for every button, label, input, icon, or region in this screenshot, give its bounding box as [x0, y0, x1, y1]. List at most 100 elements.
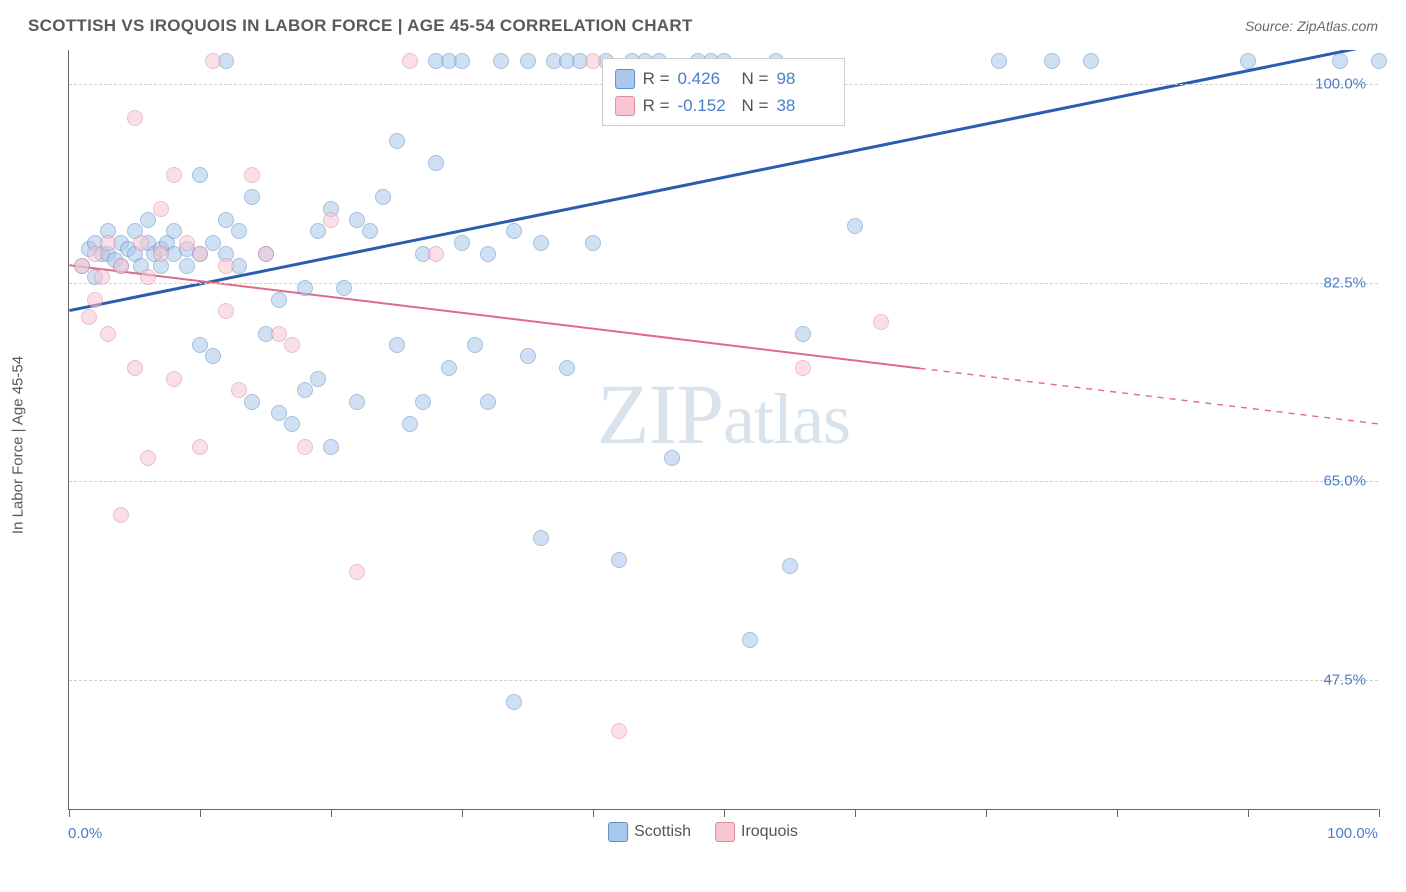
data-point — [795, 360, 811, 376]
data-point — [205, 348, 221, 364]
plot-area: ZIPatlas 47.5%65.0%82.5%100.0%R =0.426N … — [68, 50, 1378, 810]
data-point — [559, 360, 575, 376]
r-value: -0.152 — [678, 92, 734, 119]
y-tick-label: 65.0% — [1323, 473, 1366, 490]
n-value: 38 — [776, 92, 832, 119]
trend-lines-layer — [69, 50, 1378, 809]
data-point — [192, 337, 208, 353]
data-point — [81, 309, 97, 325]
x-tick — [1248, 809, 1249, 817]
data-point — [310, 223, 326, 239]
data-point — [297, 439, 313, 455]
legend-item: Scottish — [608, 822, 691, 842]
x-tick — [462, 809, 463, 817]
data-point — [113, 258, 129, 274]
chart-source: Source: ZipAtlas.com — [1245, 18, 1378, 34]
x-tick — [593, 809, 594, 817]
legend-label: Iroquois — [741, 823, 798, 840]
data-point — [585, 53, 601, 69]
data-point — [179, 235, 195, 251]
data-point — [271, 292, 287, 308]
data-point — [349, 212, 365, 228]
data-point — [140, 212, 156, 228]
data-point — [271, 405, 287, 421]
n-label: N = — [742, 65, 769, 92]
data-point — [664, 450, 680, 466]
data-point — [389, 337, 405, 353]
data-point — [100, 235, 116, 251]
data-point — [533, 235, 549, 251]
y-tick-label: 82.5% — [1323, 274, 1366, 291]
data-point — [402, 53, 418, 69]
data-point — [244, 167, 260, 183]
data-point — [218, 303, 234, 319]
trend-line-extrapolated — [920, 368, 1378, 424]
gridline — [69, 680, 1378, 681]
data-point — [467, 337, 483, 353]
data-point — [74, 258, 90, 274]
r-label: R = — [643, 65, 670, 92]
data-point — [100, 326, 116, 342]
x-tick — [724, 809, 725, 817]
series-legend: Scottish Iroquois — [608, 822, 798, 842]
data-point — [402, 416, 418, 432]
data-point — [585, 235, 601, 251]
data-point — [493, 53, 509, 69]
n-label: N = — [742, 92, 769, 119]
data-point — [166, 167, 182, 183]
data-point — [166, 371, 182, 387]
data-point — [1371, 53, 1387, 69]
data-point — [480, 394, 496, 410]
data-point — [284, 416, 300, 432]
data-point — [271, 326, 287, 342]
x-tick — [200, 809, 201, 817]
data-point — [179, 258, 195, 274]
data-point — [480, 246, 496, 262]
data-point — [454, 53, 470, 69]
y-axis-label: In Labor Force | Age 45-54 — [10, 356, 27, 534]
data-point — [218, 212, 234, 228]
data-point — [533, 530, 549, 546]
data-point — [127, 110, 143, 126]
data-point — [140, 450, 156, 466]
chart-header: SCOTTISH VS IROQUOIS IN LABOR FORCE | AG… — [0, 0, 1406, 44]
chart-title: SCOTTISH VS IROQUOIS IN LABOR FORCE | AG… — [28, 16, 693, 36]
data-point — [192, 167, 208, 183]
data-point — [454, 235, 470, 251]
legend-swatch — [715, 822, 735, 842]
data-point — [94, 269, 110, 285]
data-point — [795, 326, 811, 342]
data-point — [192, 439, 208, 455]
data-point — [441, 360, 457, 376]
x-tick — [69, 809, 70, 817]
stats-row: R =-0.152N =38 — [615, 92, 833, 119]
data-point — [231, 382, 247, 398]
data-point — [310, 371, 326, 387]
trend-line — [69, 265, 919, 368]
data-point — [87, 246, 103, 262]
data-point — [244, 394, 260, 410]
x-tick — [331, 809, 332, 817]
y-tick-label: 100.0% — [1315, 76, 1366, 93]
gridline — [69, 481, 1378, 482]
data-point — [389, 133, 405, 149]
legend-label: Scottish — [634, 823, 691, 840]
data-point — [336, 280, 352, 296]
data-point — [428, 246, 444, 262]
data-point — [297, 382, 313, 398]
data-point — [1044, 53, 1060, 69]
data-point — [205, 235, 221, 251]
data-point — [506, 223, 522, 239]
data-point — [205, 53, 221, 69]
data-point — [873, 314, 889, 330]
x-tick — [986, 809, 987, 817]
data-point — [1332, 53, 1348, 69]
n-value: 98 — [776, 65, 832, 92]
data-point — [847, 218, 863, 234]
legend-swatch — [615, 96, 635, 116]
data-point — [166, 223, 182, 239]
data-point — [218, 258, 234, 274]
x-tick — [1117, 809, 1118, 817]
x-label-max: 100.0% — [1327, 825, 1378, 842]
legend-swatch — [608, 822, 628, 842]
